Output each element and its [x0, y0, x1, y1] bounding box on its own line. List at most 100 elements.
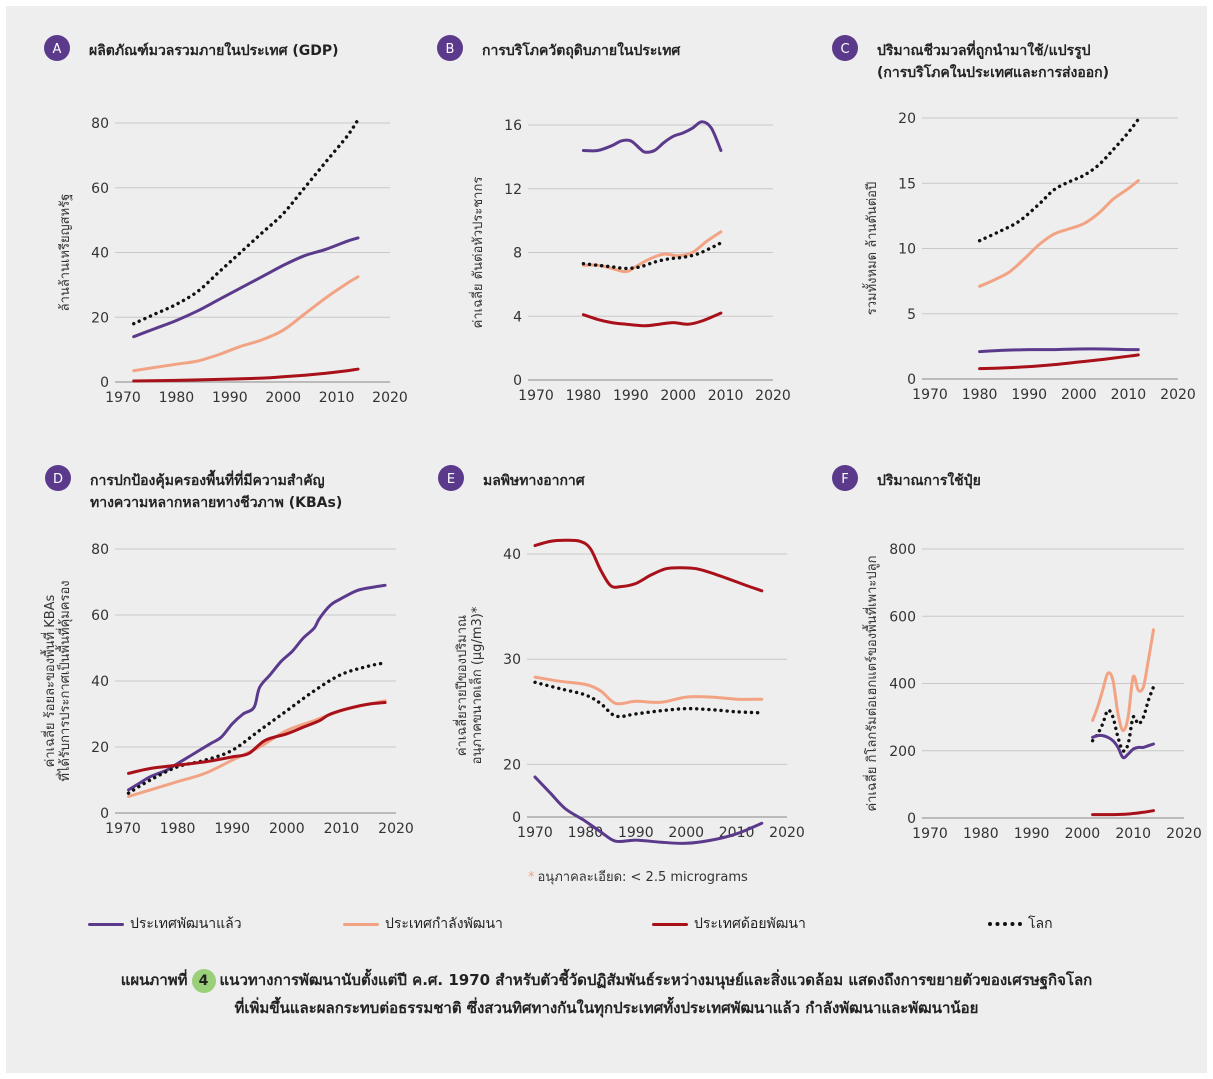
series-line-developing — [132, 275, 360, 373]
y-tick-label: 20 — [898, 111, 916, 127]
x-tick-label: 1970 — [105, 390, 141, 406]
caption-prefix: แผนภาพที่ — [120, 971, 188, 989]
x-tick-label: 2010 — [1111, 387, 1147, 403]
y-tick-label: 80 — [91, 542, 109, 558]
x-tick-label: 1980 — [962, 387, 998, 403]
y-tick-label: 0 — [907, 372, 916, 388]
y-axis-label: ค่าเฉลี่ยรายปีของปริมาณ — [453, 615, 470, 756]
x-tick-label: 1970 — [105, 821, 141, 837]
y-tick-label: 20 — [91, 310, 109, 326]
footnote-mark: * — [528, 870, 535, 885]
panel-badge — [832, 465, 858, 491]
panel-d: D การปกป้องคุ้มครองพื้นที่ที่มีความสำคัญท… — [40, 465, 414, 837]
series-line-world — [126, 661, 387, 795]
y-axis-label: อนุภาคขนาดเล็ก (µg/m3)* — [467, 606, 485, 764]
x-tick-label: 2000 — [660, 388, 696, 404]
legend-least-developed: ประเทศด้อยพัฒนา — [652, 912, 806, 936]
panel-badge — [438, 465, 464, 491]
series-line-developed — [978, 347, 1140, 354]
legend-developed-label: ประเทศพัฒนาแล้ว — [130, 916, 242, 932]
legend-developed-swatch — [88, 922, 124, 926]
y-tick-label: 0 — [100, 375, 109, 391]
panel-badge-letter: F — [841, 472, 848, 487]
y-axis-label: ค่าเฉลี่ย ร้อยละของพื้นที่ KBAs — [40, 594, 58, 767]
series-line-developing — [533, 675, 764, 706]
series-line-developing — [978, 179, 1140, 288]
series-line-world — [1090, 685, 1156, 753]
x-tick-label: 1980 — [160, 821, 196, 837]
legend-developing-label: ประเทศกำลังพัฒนา — [385, 916, 503, 932]
series-line-developed — [127, 583, 387, 792]
x-tick-label: 2020 — [755, 388, 791, 404]
y-tick-label: 16 — [504, 118, 522, 134]
y-tick-label: 0 — [907, 811, 916, 827]
x-tick-label: 1980 — [566, 388, 602, 404]
panel-title: ปริมาณการใช้ปุ๋ย — [877, 471, 981, 489]
footnote-text: อนุภาคละเอียด: < 2.5 micrograms — [537, 870, 748, 885]
x-tick-label: 1980 — [568, 825, 604, 841]
panel-badge — [832, 35, 858, 61]
series-line-least-developed — [132, 367, 360, 383]
y-tick-label: 8 — [513, 246, 522, 262]
y-axis-label: รวมทั้งหมด ล้านตันต่อปี — [862, 182, 880, 315]
y-tick-label: 0 — [100, 806, 109, 822]
panel-b: B การบริโภควัตถุดิบภายในประเทศ 0 4 8 12 16 1970… — [437, 35, 791, 404]
panel-badge — [45, 465, 71, 491]
y-tick-label: 12 — [504, 182, 522, 198]
legend-developing-swatch — [343, 922, 379, 926]
x-tick-label: 1990 — [1014, 826, 1050, 842]
panel-badge — [437, 35, 463, 61]
y-tick-label: 60 — [91, 608, 109, 624]
x-tick-label: 2020 — [769, 825, 805, 841]
legend-least-developed-label: ประเทศด้อยพัฒนา — [694, 916, 806, 932]
series-line-world — [533, 680, 764, 719]
x-tick-label: 1980 — [963, 826, 999, 842]
x-tick-label: 2020 — [378, 821, 414, 837]
y-tick-label: 40 — [91, 674, 109, 690]
series-line-developed — [132, 236, 360, 339]
legend-developing: ประเทศกำลังพัฒนา — [343, 912, 503, 936]
panel-title: มลพิษทางอากาศ — [483, 473, 586, 489]
panel-f: F ปริมาณการใช้ปุ๋ย 0 200 400 600 800 1970 1980 19… — [832, 465, 1202, 842]
x-tick-label: 1970 — [912, 387, 948, 403]
series-line-least-developed — [533, 538, 764, 593]
y-tick-label: 20 — [91, 740, 109, 756]
panel-badge-letter: B — [446, 42, 455, 57]
y-tick-label: 5 — [907, 307, 916, 323]
panel-a: A ผลิตภัณฑ์มวลรวมภายในประเทศ (GDP) 0 20 40 60… — [44, 35, 408, 406]
series-line-developed — [533, 775, 764, 845]
panel-title: (การบริโภคในประเทศและการส่งออก) — [877, 63, 1109, 81]
figure-number-badge: 4 — [191, 969, 216, 993]
y-tick-label: 0 — [513, 373, 522, 389]
panel-badge-letter: A — [53, 42, 62, 57]
x-tick-label: 1970 — [517, 825, 553, 841]
y-tick-label: 0 — [512, 810, 521, 826]
panel-title: ปริมาณชีวมวลที่ถูกนำมาใช้/แปรรูป — [877, 40, 1091, 59]
x-tick-label: 2000 — [1061, 387, 1097, 403]
y-tick-label: 40 — [91, 246, 109, 262]
y-tick-label: 30 — [503, 652, 521, 668]
panel-title: ผลิตภัณฑ์มวลรวมภายในประเทศ (GDP) — [89, 41, 339, 59]
series-line-least-developed — [581, 311, 723, 328]
legend-world: โลก — [988, 912, 1053, 936]
footnote: * อนุภาคละเอียด: < 2.5 micrograms — [528, 866, 748, 887]
series-line-developing — [581, 230, 723, 274]
series-line-world — [132, 118, 360, 326]
panel-badge-letter: E — [447, 472, 455, 487]
x-tick-label: 1980 — [159, 390, 195, 406]
series-line-world — [581, 241, 723, 271]
series-line-world — [977, 117, 1140, 243]
x-tick-label: 2010 — [319, 390, 355, 406]
series-line-developing — [1091, 628, 1155, 733]
x-tick-label: 2010 — [1115, 826, 1151, 842]
figure-caption: แผนภาพที่ 4 แนวทางการพัฒนานับตั้งแต่ปี ค.ศ… — [20, 966, 1193, 1022]
series-line-least-developed — [978, 353, 1140, 371]
legend-developed: ประเทศพัฒนาแล้ว — [88, 912, 242, 936]
y-tick-label: 40 — [503, 547, 521, 563]
x-tick-label: 1990 — [613, 388, 649, 404]
series-line-least-developed — [1091, 809, 1155, 817]
series-line-least-developed — [127, 701, 387, 775]
legend-world-swatch — [988, 922, 1022, 926]
x-tick-label: 2020 — [1166, 826, 1202, 842]
